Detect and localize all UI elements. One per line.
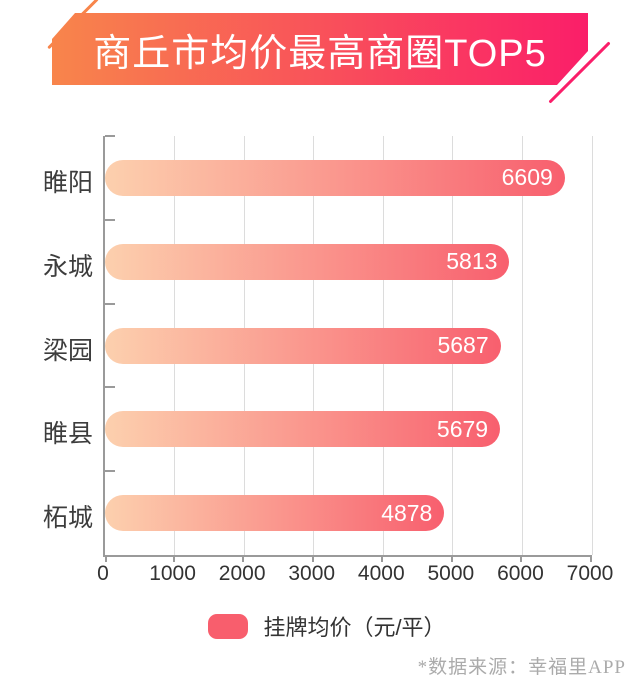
- category-label-睢阳: 睢阳: [42, 168, 93, 197]
- bar-value-label: 6609: [501, 164, 553, 191]
- category-label-柘城: 柘城: [42, 504, 93, 533]
- data-source-note: *数据来源：幸福里APP: [417, 657, 626, 678]
- category-label-永城: 永城: [42, 252, 93, 281]
- gridline: [591, 136, 593, 555]
- y-axis-tick: [105, 470, 115, 473]
- x-axis-label: 7000: [566, 562, 614, 585]
- x-axis-label: 5000: [427, 562, 475, 585]
- legend-swatch-icon: [208, 613, 249, 639]
- bar-柘城: 4878: [105, 495, 445, 532]
- y-axis-tick: [105, 218, 115, 221]
- x-axis-label: 2000: [218, 562, 266, 585]
- bar-value-label: 4878: [381, 499, 433, 526]
- x-axis-label: 3000: [288, 562, 336, 585]
- page-title: 商丘市均价最高商圈TOP5: [93, 32, 547, 75]
- bar-value-label: 5679: [436, 415, 489, 442]
- bar-睢县: 5679: [105, 411, 501, 448]
- bar-value-label: 5813: [446, 248, 498, 275]
- category-label-梁园: 梁园: [42, 336, 93, 365]
- x-axis-label: 1000: [149, 562, 196, 585]
- x-axis-tick: [590, 555, 592, 562]
- bar-value-label: 5687: [437, 332, 489, 358]
- y-axis-tick: [105, 135, 115, 137]
- chart-legend: 挂牌均价（元/平）: [0, 610, 640, 642]
- bar-睢阳: 6609: [105, 159, 565, 196]
- x-axis-tick: [242, 555, 245, 562]
- x-axis-label: 0: [97, 562, 109, 585]
- x-axis-tick: [381, 555, 384, 562]
- y-axis-tick: [105, 302, 115, 305]
- x-axis-tick: [450, 555, 453, 562]
- x-axis-tick: [172, 555, 175, 562]
- plot-area: 6609 5813 5687 5679 4878: [103, 135, 593, 562]
- x-axis-label: 4000: [357, 562, 405, 585]
- y-axis-tick: [105, 386, 115, 389]
- category-label-睢县: 睢县: [42, 420, 93, 449]
- bar-永城: 5813: [105, 243, 510, 280]
- x-axis-tick: [311, 555, 314, 562]
- x-axis-label: 6000: [497, 562, 544, 585]
- legend-label: 挂牌均价（元/平）: [263, 615, 446, 640]
- banner: 商丘市均价最高商圈TOP5: [52, 13, 588, 85]
- x-axis-tick: [105, 555, 107, 562]
- x-axis-tick: [520, 555, 523, 562]
- gridline: [521, 136, 523, 555]
- bar-梁园: 5687: [105, 327, 501, 364]
